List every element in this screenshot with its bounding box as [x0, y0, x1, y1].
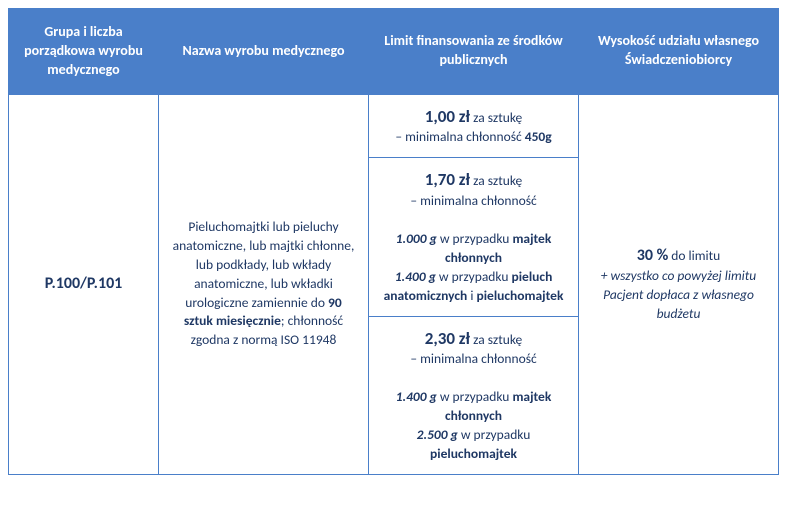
- limit-d3-t1: w przypadku: [437, 388, 513, 405]
- limit-d3-v2: 2.500 g: [417, 426, 458, 443]
- limit-d2-v2: 1.400 g: [395, 268, 436, 285]
- limit-d3-t2: w przypadku: [458, 426, 531, 443]
- cell-share: 30 % do limitu + wszystko co powyżej lim…: [579, 94, 779, 474]
- cell-limit-2: 1,70 zł za sztukę – minimalna chłonność …: [369, 158, 579, 316]
- table-header-row: Grupa i liczba porządkowa wyrobu medyczn…: [9, 9, 779, 95]
- cell-limit-3: 2,30 zł za sztukę – minimalna chłonność …: [369, 316, 579, 474]
- header-group: Grupa i liczba porządkowa wyrobu medyczn…: [9, 9, 159, 95]
- limit-price-2: 1,70 zł: [425, 169, 470, 190]
- cell-limit-1: 1,00 zł za sztukę – minimalna chłonność …: [369, 94, 579, 158]
- limit-d3-b2: pieluchomajtek: [430, 445, 517, 462]
- product-code: P.100/P.101: [45, 274, 123, 293]
- share-pct: 30 %: [637, 246, 669, 265]
- cell-product: Pieluchomajtki lub pieluchy anatomiczne,…: [159, 94, 369, 474]
- reimbursement-table: Grupa i liczba porządkowa wyrobu medyczn…: [8, 8, 779, 475]
- limit-price-1: 1,00 zł: [425, 106, 470, 127]
- share-txt: do limitu: [668, 247, 720, 264]
- limit-bold-1: 450g: [525, 128, 552, 145]
- limit-d2-t1: w przypadku: [437, 230, 513, 247]
- limit-unit-2: za sztukę: [470, 172, 522, 189]
- header-limit: Limit finansowania ze środków publicznyc…: [369, 9, 579, 95]
- limit-d3-v1: 1.400 g: [396, 388, 437, 405]
- header-product: Nazwa wyrobu medycznego: [159, 9, 369, 95]
- limit-d2-b3: pieluchomajtek: [476, 287, 563, 304]
- limit-unit-1: za sztukę: [470, 109, 522, 126]
- table-row: P.100/P.101 Pieluchomajtki lub pieluchy …: [9, 94, 779, 158]
- cell-code: P.100/P.101: [9, 94, 159, 474]
- share-note: + wszystko co powyżej limitu Pacjent dop…: [601, 267, 757, 322]
- limit-d2-v1: 1.000 g: [396, 230, 437, 247]
- header-share: Wysokość udziału własnego Świadczeniobio…: [579, 9, 779, 95]
- limit-price-3: 2,30 zł: [425, 328, 470, 349]
- limit-line2-3: – minimalna chłonność: [410, 350, 536, 367]
- limit-unit-3: za sztukę: [470, 331, 522, 348]
- limit-d2-t2: w przypadku: [436, 268, 512, 285]
- limit-line2-1: – minimalna chłonność: [395, 128, 524, 145]
- limit-line2-2: – minimalna chłonność: [410, 192, 536, 209]
